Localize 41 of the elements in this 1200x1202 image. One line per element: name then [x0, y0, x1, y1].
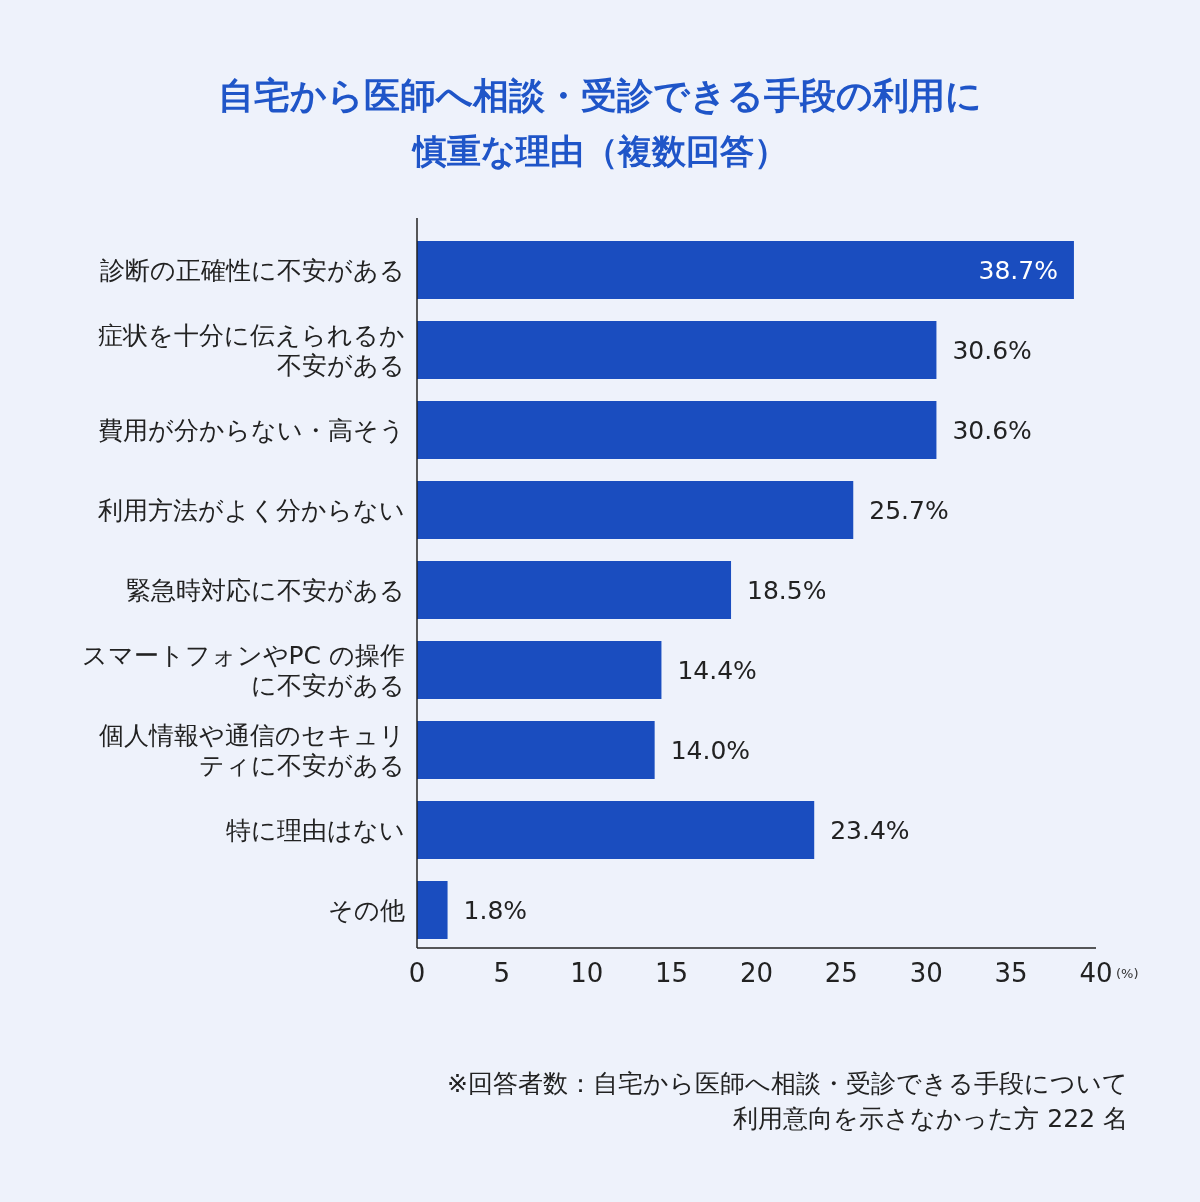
- bar: [417, 721, 655, 779]
- chart-subtitle: 慎重な理由（複数回答）: [410, 131, 788, 171]
- data-label: 14.4%: [677, 656, 757, 685]
- x-tick-label: 15: [655, 958, 689, 988]
- x-tick-label: 40: [1079, 958, 1113, 988]
- data-label: 1.8%: [463, 896, 528, 925]
- y-tick-label: 利用方法がよく分からない: [98, 496, 405, 525]
- x-axis-title: (%): [1116, 966, 1139, 981]
- bar: [417, 401, 937, 459]
- data-label: 38.7%: [978, 256, 1058, 285]
- y-tick-label: 個人情報や通信のセキュリティに不安がある: [99, 721, 405, 780]
- data-label: 30.6%: [952, 336, 1032, 365]
- x-tick-label: 5: [493, 958, 511, 988]
- text: ※回答者数：自宅から医師へ相談・受診できる手段について: [447, 1069, 1128, 1098]
- x-tick-label: 25: [824, 958, 858, 988]
- data-label: 23.4%: [830, 816, 910, 845]
- x-tick-label: 35: [994, 958, 1028, 988]
- text: 利用意向を示さなかった方 222 名: [733, 1104, 1128, 1133]
- y-tick-label: スマートフォンやPC の操作に不安がある: [81, 641, 405, 700]
- bar: [417, 881, 448, 939]
- data-label: 18.5%: [747, 576, 827, 605]
- y-tick-label: その他: [328, 896, 405, 925]
- x-tick-label: 30: [909, 958, 943, 988]
- bar: [417, 481, 854, 539]
- x-tick-label: 10: [570, 958, 604, 988]
- y-tick-label: 緊急時対応に不安がある: [126, 576, 405, 605]
- bar: [417, 801, 815, 859]
- bar: [417, 641, 662, 699]
- chart-title: 自宅から医師へ相談・受診できる手段の利用に: [218, 75, 982, 116]
- data-label: 14.0%: [670, 736, 751, 765]
- y-tick-label: 費用が分からない・高そう: [98, 416, 405, 445]
- data-label: 25.7%: [869, 496, 949, 525]
- data-label: 30.6%: [952, 416, 1032, 445]
- bar: [417, 321, 937, 379]
- x-tick-label: 0: [408, 958, 426, 988]
- y-tick-label: 特に理由はない: [226, 816, 405, 845]
- bar: [417, 241, 1074, 299]
- bar: [417, 561, 732, 619]
- y-tick-label: 診断の正確性に不安がある: [100, 256, 405, 285]
- y-tick-label: 症状を十分に伝えられるか不安がある: [98, 321, 405, 380]
- x-tick-label: 20: [739, 958, 774, 988]
